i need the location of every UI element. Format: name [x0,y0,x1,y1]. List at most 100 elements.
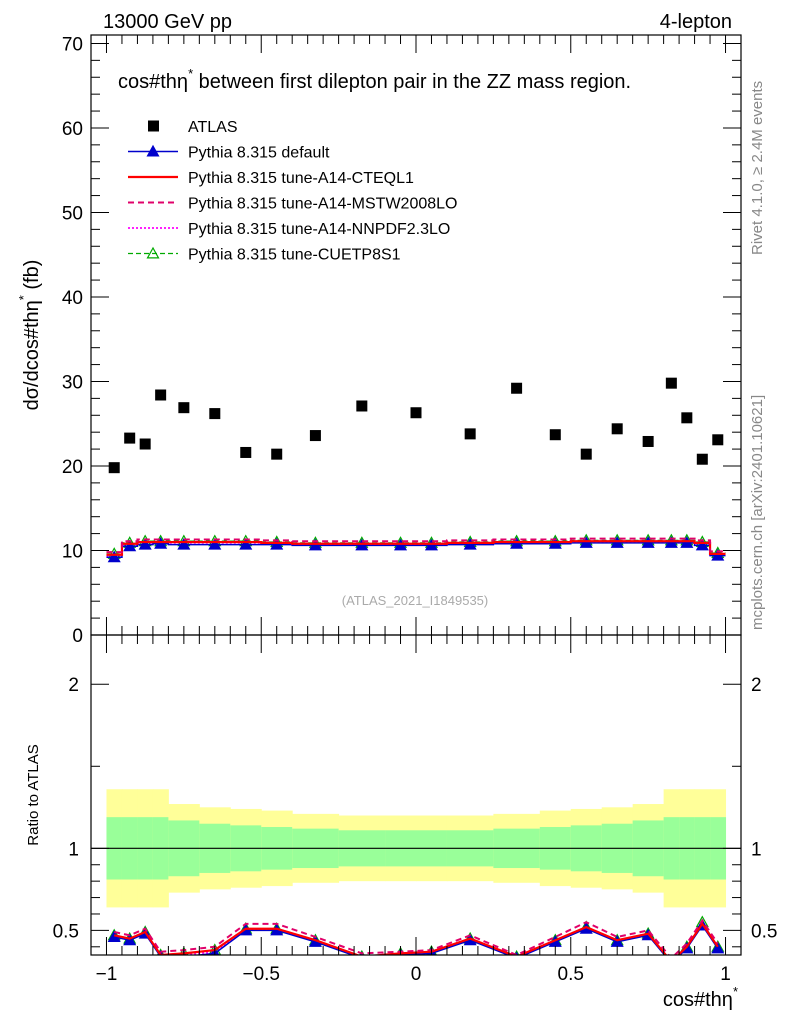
legend-label-cuetp: Pythia 8.315 tune-CUETP8S1 [188,247,401,264]
y-tick-label-ratio-left: 1 [68,839,79,860]
main-panel-content [106,377,726,563]
atlas-data-point [642,435,654,447]
mc-histogram-default [106,542,726,559]
legend-label-default: Pythia 8.315 default [188,145,330,162]
legend-label-cteql1: Pythia 8.315 tune-A14-CTEQL1 [188,170,414,187]
atlas-data-point [511,382,523,394]
atlas-data-point [464,428,476,440]
atlas-data-point [155,389,167,401]
y-tick-label-main: 10 [62,541,83,562]
mc-marker-default [548,536,562,549]
legend: ATLAS Pythia 8.315 default Pythia 8.315 tu… [128,119,457,264]
mc-marker-default [177,537,191,550]
y-tick-label-ratio-right: 0.5 [751,921,777,942]
x-tick-label: 0.5 [558,964,584,985]
y-tick-label-main: 20 [62,457,83,478]
plot-title-rest: between first dilepton pair in the ZZ ma… [193,71,631,93]
analysis-watermark: (ATLAS_2021_I1849535) [342,593,488,608]
y-tick-label-main: 70 [62,34,83,55]
y-axis-label-main: dσ/dcos#thη* (fb) [16,260,43,411]
mc-marker-default [123,539,137,552]
y-tick-label-ratio-left: 0.5 [53,921,79,942]
atlas-data-point [108,462,120,474]
x-axis-label-text: cos#thη [663,989,733,1011]
mc-histogram-cteql1 [106,540,726,556]
atlas-data-point [124,432,136,444]
y-axis-label-main-text: dσ/dcos#thη [21,300,43,410]
x-tick-label: 1 [720,964,731,985]
atlas-data-point [240,446,252,458]
mc-marker-default [463,537,477,550]
y-tick-label-ratio-left: 2 [68,675,79,696]
mc-marker-default [154,536,168,549]
ratio-marker-cuetp [671,954,672,955]
mc-marker-default [610,536,624,548]
legend-marker-default [146,144,160,157]
mc-marker-default [138,537,152,550]
mcplots-reference-text: mcplots.cern.ch [arXiv:2401.10621] [749,395,766,630]
y-axis-label-main-unit: (fb) [21,260,43,296]
atlas-data-point [580,448,592,460]
ratio-marker-default [711,941,725,954]
y-tick-label-main: 60 [62,119,83,140]
legend-label-nnpdf: Pythia 8.315 tune-A14-NNPDF2.3LO [188,221,450,238]
atlas-data-point [681,412,693,424]
y-tick-label-main: 0 [72,626,83,647]
mc-marker-default [394,538,408,551]
mc-marker-default [107,550,121,563]
ratio-panel-frame [90,634,742,956]
x-axis-label: cos#thη* [663,984,738,1011]
x-tick-label: 0 [411,964,422,985]
atlas-data-point [665,377,677,389]
plot-title-sup: * [188,66,193,81]
atlas-data-point [712,434,724,446]
header-energy: 13000 GeV pp [103,11,232,33]
mc-marker-default [579,536,593,548]
y-tick-label-main: 30 [62,372,83,393]
legend-marker-cuetp [146,246,160,259]
atlas-data-point [611,423,623,435]
y-tick-label-ratio-right: 1 [751,839,762,860]
mc-marker-default [208,537,222,550]
atlas-data-point [549,429,561,441]
mc-marker-default [664,536,678,548]
atlas-data-point [209,408,221,420]
mc-marker-default [680,536,694,548]
legend-label-atlas: ATLAS [188,119,238,136]
y-tick-label-ratio-right: 2 [751,675,762,696]
mc-marker-default [711,548,725,561]
x-tick-label: −1 [96,964,118,985]
atlas-data-point [309,430,321,442]
y-tick-label-main: 40 [62,288,83,309]
rivet-version-text: Rivet 4.1.0, ≥ 2.4M events [749,81,766,255]
axes: 0 10 20 30 40 50 60 70 0.5 0.5 1 1 2 2 −1 −0.5 0 0.5 1 [53,34,778,985]
x-tick-label: −0.5 [242,964,280,985]
atlas-data-point [410,407,422,419]
y-axis-label-main-sup: * [16,295,31,300]
plot-title-main: cos#thη [118,71,188,93]
atlas-data-point [178,402,190,414]
mc-marker-default [641,536,655,548]
mc-histogram-mstw [106,537,726,554]
x-axis-label-sup: * [733,984,738,999]
atlas-data-point [356,400,368,412]
mc-marker-default [424,538,438,551]
legend-label-mstw: Pythia 8.315 tune-A14-MSTW2008LO [188,196,457,213]
legend-marker-atlas [148,120,159,132]
atlas-data-point [696,453,708,465]
mc-marker-default [270,537,284,550]
mc-marker-default [510,536,524,549]
mc-marker-default [695,538,709,551]
ratio-line-mstw [114,918,719,955]
atlas-data-point [139,438,151,450]
y-tick-label-main: 50 [62,203,83,224]
ratio-marker-default [666,958,677,968]
mc-marker-default [355,538,369,551]
plot-title: cos#thη* between first dilepton pair in … [118,66,631,93]
y-axis-label-ratio: Ratio to ATLAS [25,744,42,845]
header-channel: 4-lepton [660,11,732,33]
atlas-data-point [271,448,283,460]
mc-marker-default [308,538,322,551]
mc-marker-default [239,537,253,550]
